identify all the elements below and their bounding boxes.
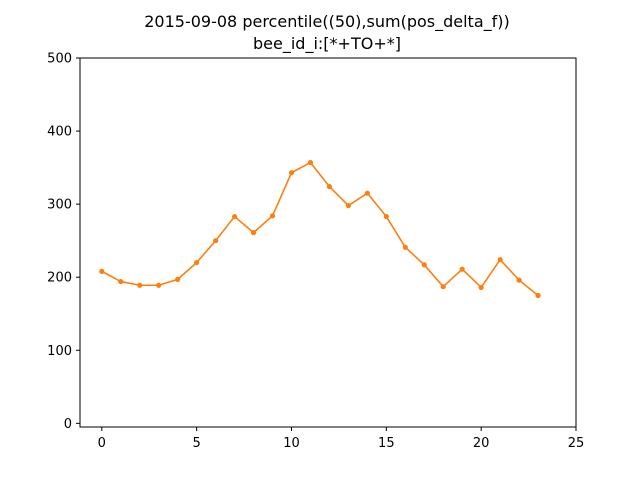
data-point: [269, 213, 276, 219]
data-point: [307, 159, 314, 166]
data-point: [194, 259, 200, 266]
data-point: [137, 282, 143, 288]
y-tick-label: 300: [47, 198, 72, 213]
y-tick-label: 400: [47, 125, 72, 140]
data-point: [326, 184, 333, 190]
x-tick-label: 15: [378, 436, 395, 451]
x-tick-label: 10: [283, 436, 300, 451]
x-tick-label: 20: [473, 436, 490, 451]
data-point: [175, 276, 181, 282]
data-point: [288, 170, 295, 176]
data-point: [118, 278, 124, 285]
chart-title-line1: 2015-09-08 percentile((50),sum(pos_delta…: [144, 12, 509, 32]
plot-area-frame: [79, 57, 577, 428]
y-tick-label: 200: [47, 271, 72, 286]
x-axis: 0 5 10 15 20 25: [98, 427, 585, 451]
data-point: [364, 190, 370, 196]
data-point: [516, 277, 522, 283]
data-point: [402, 244, 408, 250]
data-point: [250, 230, 257, 236]
x-tick-label: 0: [98, 436, 106, 451]
chart-title-line2: bee_id_i:[*+TO+*]: [253, 34, 401, 54]
x-tick-label: 25: [568, 436, 585, 451]
y-tick-label: 0: [64, 417, 72, 432]
data-point: [345, 203, 351, 209]
data-point: [459, 266, 465, 272]
series-line: [101, 161, 539, 297]
plot-series: [99, 159, 541, 299]
data-point: [497, 257, 503, 263]
data-point: [213, 238, 219, 244]
data-point: [99, 268, 105, 274]
data-point: [478, 284, 484, 291]
data-point: [383, 213, 389, 220]
data-point: [156, 282, 162, 288]
y-tick-label: 500: [47, 52, 72, 67]
data-point: [421, 262, 427, 268]
data-point: [535, 292, 541, 299]
data-point: [440, 284, 446, 290]
x-tick-label: 5: [193, 436, 201, 451]
data-point: [231, 213, 238, 220]
y-axis: 0 100 200 300 400 500: [47, 52, 80, 432]
y-tick-label: 100: [47, 344, 72, 359]
